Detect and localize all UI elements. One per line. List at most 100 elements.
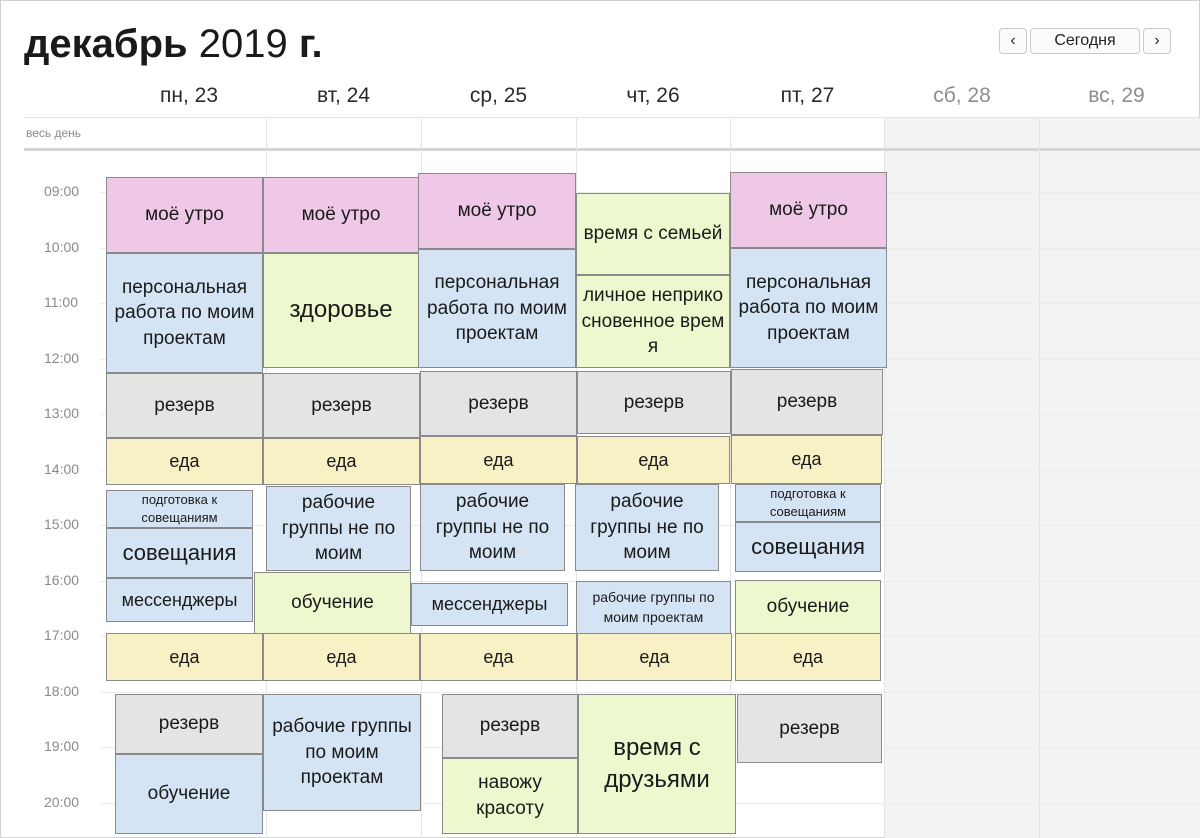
event-title: резерв xyxy=(779,717,840,739)
event-block[interactable]: персональная работа по моим проектам xyxy=(418,249,576,368)
event-block[interactable]: рабочие группы по моим проектам xyxy=(263,694,421,811)
event-title: еда xyxy=(169,646,200,667)
event-block[interactable]: навожу красоту xyxy=(442,758,578,834)
event-block[interactable]: персональная работа по моим проектам xyxy=(730,248,887,368)
hour-line xyxy=(100,192,1200,193)
hour-line xyxy=(100,692,1200,693)
column-divider xyxy=(730,117,731,838)
event-title: совещания xyxy=(122,540,237,566)
event-title: навожу красоту xyxy=(476,772,544,819)
event-block[interactable]: рабочие группы не по моим xyxy=(266,486,411,571)
time-label: 09:00 xyxy=(44,183,80,199)
prev-week-button[interactable]: ‹ xyxy=(999,28,1027,54)
event-block[interactable]: обучение xyxy=(115,754,263,834)
year-suffix: г. xyxy=(298,22,323,66)
day-header-sat[interactable]: сб, 28 xyxy=(933,84,991,107)
event-block[interactable]: резерв xyxy=(731,369,883,435)
event-title: мессенджеры xyxy=(121,589,238,610)
time-label: 11:00 xyxy=(44,294,78,310)
event-block[interactable]: резерв xyxy=(577,371,731,434)
event-block[interactable]: моё утро xyxy=(418,173,576,249)
event-block[interactable]: здоровье xyxy=(263,253,419,368)
event-block[interactable]: резерв xyxy=(420,371,577,436)
event-block[interactable]: персональная работа по моим проектам xyxy=(106,253,263,373)
event-title: персональная работа по моим проектам xyxy=(738,271,879,344)
event-block[interactable]: рабочие группы не по моим xyxy=(420,484,565,571)
event-block[interactable]: еда xyxy=(263,633,420,681)
event-title: резерв xyxy=(311,394,372,416)
event-block[interactable]: моё утро xyxy=(730,172,887,248)
event-block[interactable]: еда xyxy=(106,438,263,485)
chevron-right-icon: › xyxy=(1154,32,1160,49)
day-header-sun[interactable]: вс, 29 xyxy=(1088,84,1145,107)
event-block[interactable]: подготовка к совещаниям xyxy=(735,484,881,522)
event-block[interactable]: рабочие группы не по моим xyxy=(575,484,719,571)
event-block[interactable]: еда xyxy=(731,435,882,484)
event-title: персональная работа по моим проектам xyxy=(427,272,567,345)
event-block[interactable]: резерв xyxy=(263,373,420,438)
event-block[interactable]: еда xyxy=(106,633,263,681)
event-block[interactable]: мессенджеры xyxy=(106,578,253,622)
event-block[interactable]: еда xyxy=(577,436,730,484)
day-header-thu[interactable]: чт, 26 xyxy=(626,84,680,107)
event-block[interactable]: еда xyxy=(420,436,577,484)
all-day-label: весь день xyxy=(26,126,82,140)
event-title: личное неприкосновенное время xyxy=(581,285,725,358)
event-block[interactable]: резерв xyxy=(442,694,578,758)
month-name: декабрь xyxy=(24,22,188,66)
event-title: персональная работа по моим проектам xyxy=(114,276,255,349)
event-block[interactable]: мессенджеры xyxy=(411,583,568,626)
time-label: 16:00 xyxy=(44,572,80,588)
all-day-row[interactable] xyxy=(24,117,1200,150)
event-title: время с друзьями xyxy=(604,733,710,793)
time-label: 20:00 xyxy=(44,794,80,810)
event-title: обучение xyxy=(766,596,850,618)
day-header-wed[interactable]: ср, 25 xyxy=(469,84,528,107)
event-block[interactable]: еда xyxy=(420,633,577,681)
day-header-tue[interactable]: вт, 24 xyxy=(316,84,370,107)
event-block[interactable]: личное неприкосновенное время xyxy=(576,275,730,368)
event-title: моё утро xyxy=(769,199,848,221)
column-divider xyxy=(1039,117,1040,838)
event-block[interactable]: подготовка к совещаниям xyxy=(106,490,253,528)
event-title: еда xyxy=(169,451,200,472)
event-block[interactable]: обучение xyxy=(254,572,411,634)
event-title: моё утро xyxy=(457,200,537,222)
event-block[interactable]: еда xyxy=(735,633,881,681)
today-button[interactable]: Сегодня xyxy=(1030,28,1140,54)
column-divider xyxy=(884,117,885,838)
event-block[interactable]: резерв xyxy=(737,694,882,763)
next-week-button[interactable]: › xyxy=(1143,28,1171,54)
event-block[interactable]: время с семьей xyxy=(576,193,730,275)
event-title: совещания xyxy=(751,534,865,560)
event-title: еда xyxy=(638,449,669,470)
event-block[interactable]: моё утро xyxy=(263,177,419,253)
event-block[interactable]: обучение xyxy=(735,580,881,634)
event-block[interactable]: резерв xyxy=(115,694,263,754)
weekend-background xyxy=(884,117,1200,838)
day-header-mon[interactable]: пн, 23 xyxy=(160,84,218,107)
event-block[interactable]: моё утро xyxy=(106,177,263,253)
event-block[interactable]: совещания xyxy=(735,522,881,572)
time-label: 10:00 xyxy=(44,239,80,255)
event-title: моё утро xyxy=(301,204,381,226)
event-block[interactable]: резерв xyxy=(106,373,263,438)
event-title: рабочие группы не по моим xyxy=(281,492,396,565)
event-title: еда xyxy=(791,449,822,470)
event-block[interactable]: рабочие группы по моим проектам xyxy=(576,581,731,634)
event-title: обучение xyxy=(291,592,374,614)
event-block[interactable]: еда xyxy=(263,438,420,485)
event-block[interactable]: время с друзьями xyxy=(578,694,736,834)
day-header-fri[interactable]: пт, 27 xyxy=(780,84,835,107)
event-title: резерв xyxy=(479,715,541,737)
event-title: резерв xyxy=(158,713,220,735)
event-title: резерв xyxy=(468,392,529,414)
event-title: еда xyxy=(483,646,514,667)
time-label: 12:00 xyxy=(44,350,80,366)
event-block[interactable]: совещания xyxy=(106,528,253,578)
event-title: резерв xyxy=(154,394,215,416)
event-block[interactable]: еда xyxy=(577,633,732,681)
event-title: рабочие группы не по моим xyxy=(435,491,550,564)
chevron-left-icon: ‹ xyxy=(1010,32,1016,49)
event-title: обучение xyxy=(147,783,231,805)
